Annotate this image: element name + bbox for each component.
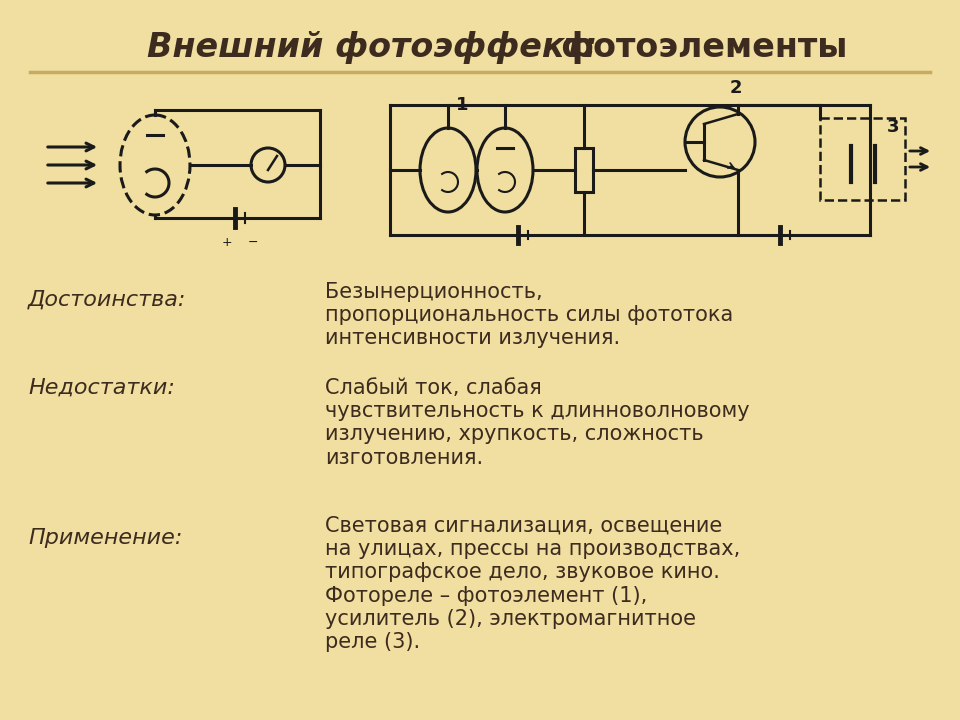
Text: 1: 1 (456, 96, 468, 114)
Bar (575, 148, 593, 192)
Text: Световая сигнализация, освещение
на улицах, прессы на производствах,
типографско: Световая сигнализация, освещение на улиц… (325, 516, 740, 652)
Text: Безынерционность,
пропорциональность силы фототока
интенсивности излучения.: Безынерционность, пропорциональность сил… (325, 282, 733, 348)
Text: Слабый ток, слабая
чувствительность к длинноволновому
излучению, хрупкость, слож: Слабый ток, слабая чувствительность к дл… (325, 378, 750, 467)
Text: Достоинства:: Достоинства: (28, 290, 186, 310)
Text: Применение:: Применение: (28, 528, 182, 548)
Text: Недостатки:: Недостатки: (28, 378, 175, 398)
Text: фотоэлементы: фотоэлементы (560, 30, 848, 63)
Text: Внешний фотоэффект:: Внешний фотоэффект: (147, 30, 609, 63)
Text: 2: 2 (730, 79, 742, 97)
Text: +: + (222, 236, 232, 249)
Bar (820, 118, 905, 200)
Text: 3: 3 (887, 118, 900, 136)
Text: −: − (248, 236, 258, 249)
